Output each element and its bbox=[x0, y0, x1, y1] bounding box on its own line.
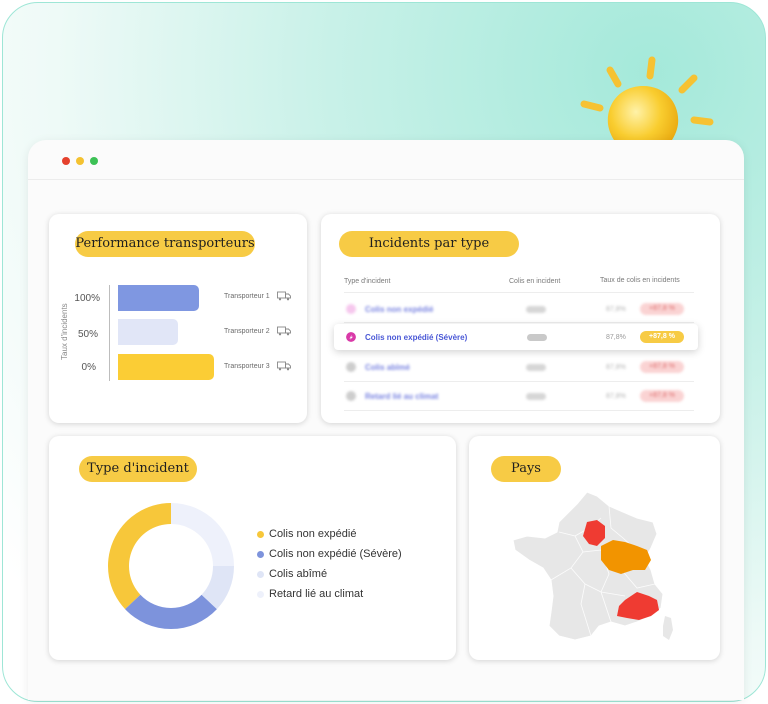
axis-line bbox=[109, 285, 110, 381]
country-title: Pays bbox=[491, 456, 561, 482]
legend-dot bbox=[257, 571, 264, 578]
severe-incident-icon bbox=[346, 332, 356, 342]
rate-change-badge: +87,8 % bbox=[640, 390, 684, 402]
row-divider bbox=[344, 322, 694, 323]
legend-dot bbox=[257, 551, 264, 558]
rate-change-badge: +87,8 % bbox=[640, 303, 684, 315]
donut-slice-1[interactable] bbox=[125, 594, 217, 629]
region-paca[interactable] bbox=[617, 592, 659, 620]
close-window-dot[interactable] bbox=[62, 157, 70, 165]
row-divider bbox=[344, 381, 694, 382]
incident-rate: 87,8% bbox=[606, 393, 626, 400]
incident-type-label[interactable]: Retard lié au climat bbox=[365, 392, 439, 401]
incident-type-label[interactable]: Colis non expédié (Sévère) bbox=[365, 333, 468, 342]
incident-rate: 87,8% bbox=[606, 306, 626, 313]
legend-label: Colis non expédié bbox=[269, 528, 357, 540]
maximize-window-dot[interactable] bbox=[90, 157, 98, 165]
row-divider bbox=[344, 410, 694, 411]
legend-label: Colis non expédié (Sévère) bbox=[269, 548, 402, 560]
incident-count bbox=[526, 393, 546, 400]
carrier-bar-3[interactable] bbox=[118, 354, 214, 380]
donut-slice-3[interactable] bbox=[171, 503, 234, 566]
truck-icon bbox=[277, 361, 291, 371]
donut-slice-0[interactable] bbox=[107, 503, 171, 610]
title-bar bbox=[28, 140, 744, 180]
incident-type-title: Type d'incident bbox=[79, 456, 197, 482]
legend-label: Colis abîmé bbox=[269, 568, 328, 580]
rate-change-badge: +87,8 % bbox=[640, 361, 684, 373]
table-row-highlighted[interactable] bbox=[334, 324, 698, 350]
incident-rate: 87,8% bbox=[606, 334, 626, 341]
donut-slice-2[interactable] bbox=[201, 566, 234, 610]
france-map[interactable] bbox=[505, 488, 685, 648]
incident-icon bbox=[346, 362, 356, 372]
column-header-type: Type d'incident bbox=[344, 278, 391, 285]
incident-count bbox=[526, 364, 546, 371]
truck-icon bbox=[277, 326, 291, 336]
incident-type-label[interactable]: Colis non expédié bbox=[365, 305, 434, 314]
incident-type-label[interactable]: Colis abîmé bbox=[365, 363, 410, 372]
truck-icon bbox=[277, 291, 291, 301]
percent-label: 50% bbox=[77, 329, 98, 340]
minimize-window-dot[interactable] bbox=[76, 157, 84, 165]
incident-count bbox=[527, 334, 547, 341]
incident-donut-chart[interactable] bbox=[106, 501, 236, 631]
legend-dot bbox=[257, 591, 264, 598]
carrier-name: Transporteur 3 bbox=[224, 363, 270, 370]
percent-label: 0% bbox=[81, 362, 96, 373]
carrier-bar-1[interactable] bbox=[118, 285, 199, 311]
header-divider bbox=[344, 292, 694, 293]
carrier-performance-title: Performance transporteurs bbox=[75, 231, 255, 257]
incidents-by-type-title: Incidents par type bbox=[339, 231, 519, 257]
region-bourgogne[interactable] bbox=[601, 540, 651, 574]
column-header-count: Colis en incident bbox=[509, 278, 561, 285]
incident-icon bbox=[346, 391, 356, 401]
incident-icon bbox=[346, 304, 356, 314]
legend-dot bbox=[257, 531, 264, 538]
percent-label: 100% bbox=[74, 293, 100, 304]
incident-rate: 87,8% bbox=[606, 364, 626, 371]
carrier-name: Transporteur 1 bbox=[224, 293, 270, 300]
legend-label: Retard lié au climat bbox=[269, 588, 364, 600]
rate-change-badge: +87,8 % bbox=[640, 331, 684, 343]
carrier-bar-2[interactable] bbox=[118, 319, 178, 345]
region-ile-de-france[interactable] bbox=[583, 520, 605, 546]
carrier-name: Transporteur 2 bbox=[224, 328, 270, 335]
region-corsica bbox=[663, 616, 673, 640]
column-header-rate: Taux de colis en incidents bbox=[600, 277, 680, 284]
incident-count bbox=[526, 306, 546, 313]
